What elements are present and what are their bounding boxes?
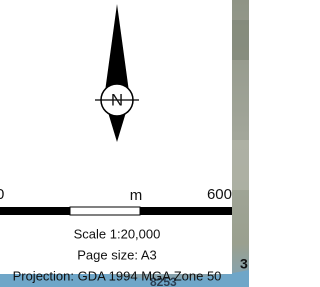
- scale-segment: [0, 207, 70, 215]
- scale-start: 0: [0, 186, 4, 203]
- page-size-text: Page size: A3: [77, 247, 157, 262]
- scale-text: Scale 1:20,000: [74, 226, 161, 241]
- imagery-patch: [232, 140, 249, 190]
- page: 8253 3 N 0 m 600 Scale 1:20,000 Page siz…: [0, 0, 249, 287]
- scale-end: 600: [207, 186, 232, 203]
- scale-segment: [70, 207, 140, 215]
- scale-unit: m: [130, 187, 143, 204]
- imagery-patch: [232, 20, 249, 60]
- north-label: N: [111, 90, 123, 109]
- map-view: 8253 3 N 0 m 600 Scale 1:20,000 Page siz…: [0, 0, 249, 287]
- projection-text: Projection: GDA 1994 MGA Zone 50: [13, 268, 222, 283]
- scale-segment: [140, 207, 232, 215]
- map-label: 3: [240, 256, 248, 272]
